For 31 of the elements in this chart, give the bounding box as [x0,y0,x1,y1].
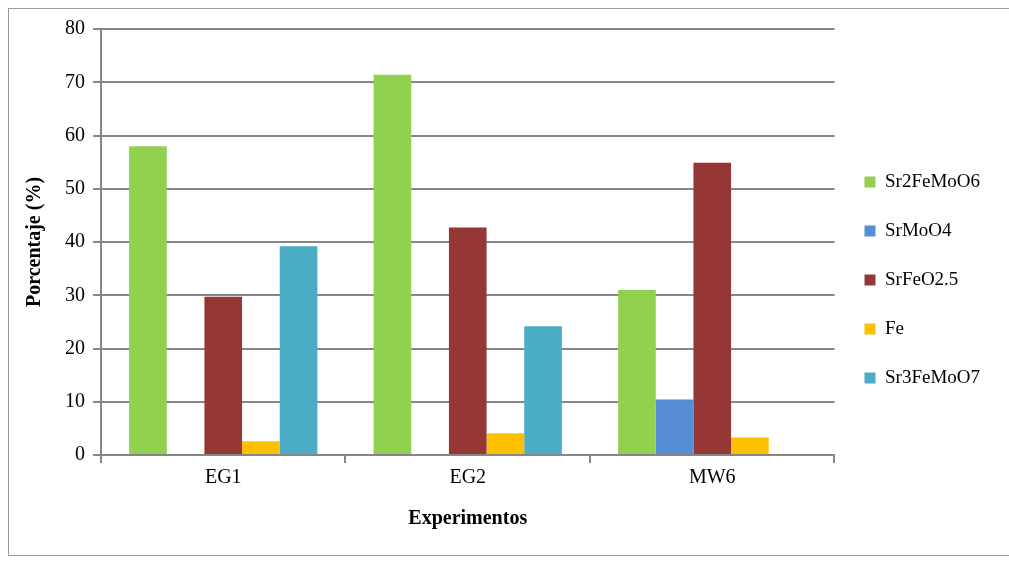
y-tick-label: 40 [65,229,85,252]
bar [204,296,243,454]
legend-label: Sr3FeMoO7 [884,365,981,387]
bar [693,162,732,454]
x-axis-title: Experimentos [408,506,528,530]
y-tick-label: 0 [75,442,85,465]
y-tick-label: 20 [65,335,85,358]
x-tick-label: EG1 [204,465,242,488]
bar [373,74,412,454]
bar [242,441,280,454]
y-tick-label: 80 [65,16,85,39]
y-tick-label: 60 [65,122,85,145]
legend-label: SrMoO4 [884,218,952,240]
bar [129,146,167,454]
bar [655,399,694,454]
y-axis-title: Porcentaje (%) [22,176,46,308]
bar [448,227,487,454]
bar [618,289,656,454]
x-tick-label: EG2 [449,465,487,488]
y-tick-label: 10 [65,389,85,411]
bar [279,246,318,454]
y-tick-label: 50 [65,176,85,198]
x-tick-label: MW6 [688,465,736,488]
bar [731,437,769,454]
y-tick-label: 30 [65,282,85,305]
legend-label: Fe [884,316,904,338]
legend-label: Sr2FeMoO6 [884,169,981,191]
bar [486,433,525,454]
legend-label: SrFeO2.5 [884,267,959,289]
bar [524,326,562,454]
y-tick-label: 70 [65,69,85,92]
